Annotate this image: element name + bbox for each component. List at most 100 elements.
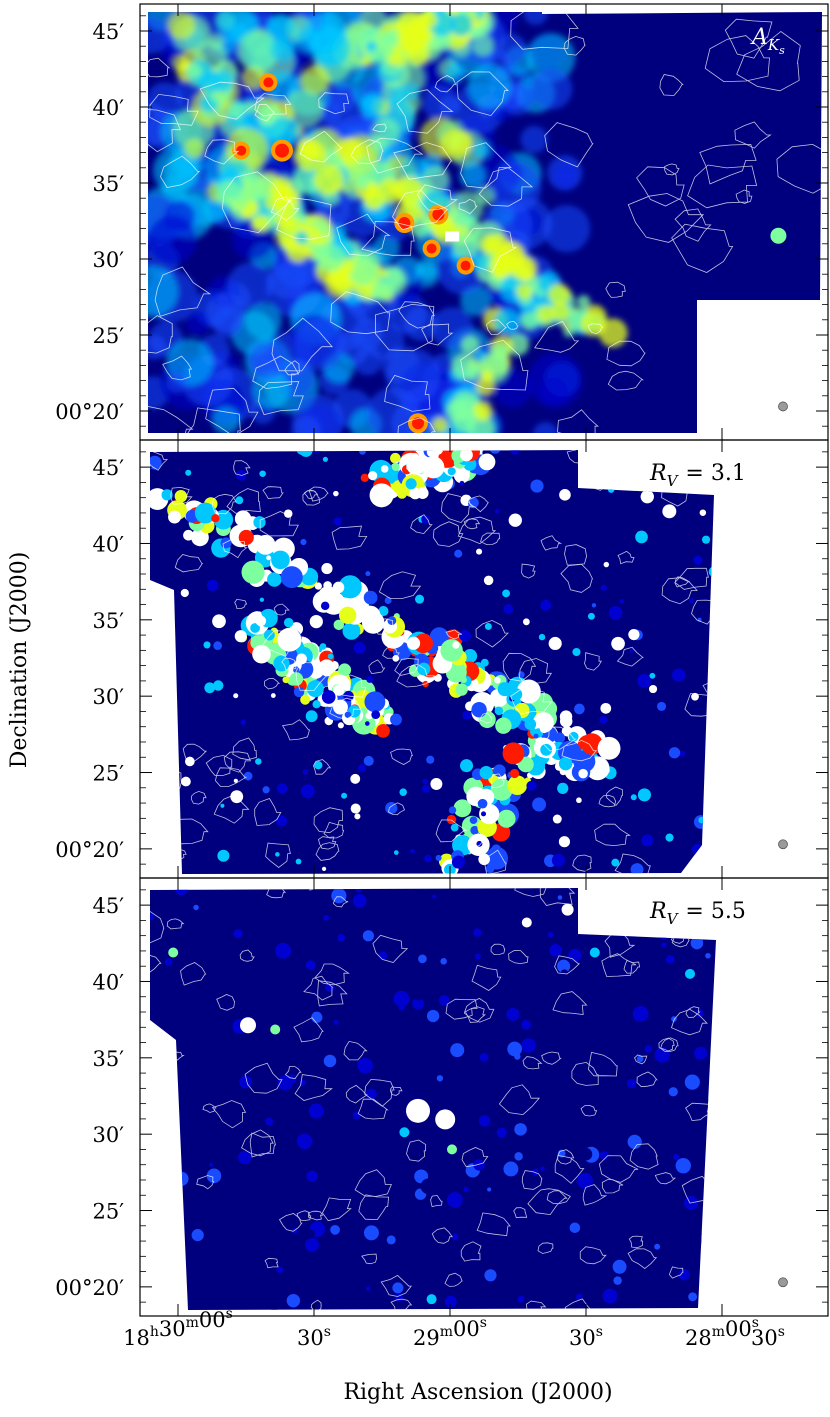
map-cell	[413, 633, 434, 654]
map-cell	[220, 537, 232, 549]
map-cell	[362, 930, 374, 942]
contour-line	[605, 281, 626, 298]
map-cell	[238, 529, 254, 545]
map-cell	[471, 702, 487, 718]
map-cell	[469, 816, 478, 825]
map-cell	[148, 335, 167, 360]
map-cell	[522, 618, 530, 626]
y-tick-label: 30′	[93, 248, 125, 272]
map-cell	[240, 719, 247, 726]
map-panel-2	[150, 450, 830, 874]
map-cell	[644, 1045, 653, 1053]
contours	[150, 888, 716, 1310]
contour-line	[722, 688, 752, 710]
contour-line	[601, 1179, 624, 1194]
map-cell	[611, 858, 620, 867]
map-cell	[293, 318, 345, 371]
map-cell	[241, 560, 265, 584]
contour-line	[221, 171, 293, 234]
contour-line	[629, 1143, 659, 1170]
map-cell	[511, 255, 538, 282]
contour-line	[482, 849, 507, 874]
map-cell	[305, 710, 318, 723]
contour-line	[802, 752, 821, 770]
contour-line	[502, 652, 537, 682]
contour-line	[336, 213, 391, 257]
map-cell	[233, 693, 239, 699]
contour-line	[479, 712, 493, 724]
map-cell	[673, 986, 683, 996]
map-cell	[158, 1201, 166, 1208]
map-cell	[558, 836, 571, 848]
map-cell	[522, 1212, 532, 1222]
contour-line	[785, 514, 802, 526]
contour-line	[396, 663, 436, 688]
map-cell	[485, 846, 508, 870]
contour-line	[627, 193, 705, 243]
map-cell	[626, 1078, 637, 1089]
contour-line	[668, 1266, 684, 1279]
map-cell	[360, 473, 369, 482]
contour-line	[506, 320, 519, 330]
map-cell	[300, 784, 315, 799]
map-cell	[640, 489, 654, 504]
map-cell	[698, 816, 705, 824]
map-cell	[438, 994, 450, 1006]
map-cell	[459, 162, 486, 189]
contour-line	[475, 619, 509, 648]
map-cell	[323, 581, 332, 590]
contour-line	[702, 680, 714, 697]
contour-line	[295, 662, 328, 692]
map-cell	[489, 161, 542, 213]
map-cell	[363, 590, 378, 605]
y-tick-label: 00°20′	[55, 838, 124, 862]
map-cell	[597, 736, 621, 760]
contour-line	[812, 819, 822, 830]
contour-line	[182, 743, 208, 762]
map-cell	[560, 969, 569, 977]
y-tick-label: 40′	[93, 96, 125, 120]
contour-line	[527, 1188, 568, 1216]
map-cell	[493, 764, 506, 777]
map-cell	[439, 95, 461, 117]
contour-line	[811, 651, 830, 674]
contour-line	[724, 18, 773, 59]
map-cell	[348, 704, 361, 718]
map-cell	[220, 803, 225, 808]
contour-line	[264, 1257, 279, 1269]
map-cell	[389, 85, 409, 105]
map-cell	[238, 1150, 252, 1165]
contour-line	[752, 455, 783, 484]
contour-line	[440, 493, 476, 524]
map-cell	[713, 726, 714, 738]
contour-line	[392, 189, 448, 231]
map-cell	[688, 1292, 698, 1302]
contour-line	[317, 980, 348, 1007]
map-cell	[398, 1004, 405, 1011]
contour-line	[303, 975, 334, 1001]
map-cell	[384, 597, 392, 604]
contour-line	[674, 576, 691, 588]
contour-line	[294, 1074, 333, 1101]
contour-line	[460, 1241, 482, 1262]
point-source	[270, 1024, 281, 1035]
map-cell	[259, 597, 265, 602]
map-cell	[185, 310, 210, 336]
map-cell	[227, 262, 273, 308]
map-cell	[507, 775, 528, 796]
map-cell	[393, 850, 399, 855]
map-cell	[363, 189, 384, 210]
map-cell	[305, 1237, 319, 1252]
map-cell	[365, 1088, 377, 1100]
contour-line	[460, 339, 529, 391]
map-cell	[321, 690, 336, 704]
map-cell	[155, 832, 170, 847]
map-cell	[599, 1151, 609, 1160]
map-cell	[675, 1157, 691, 1174]
contour-line	[148, 315, 173, 354]
map-cell	[319, 643, 327, 650]
map-cell	[197, 1257, 207, 1267]
contour-line	[560, 563, 594, 593]
map-cell	[321, 102, 342, 124]
map-cell	[579, 1148, 593, 1161]
